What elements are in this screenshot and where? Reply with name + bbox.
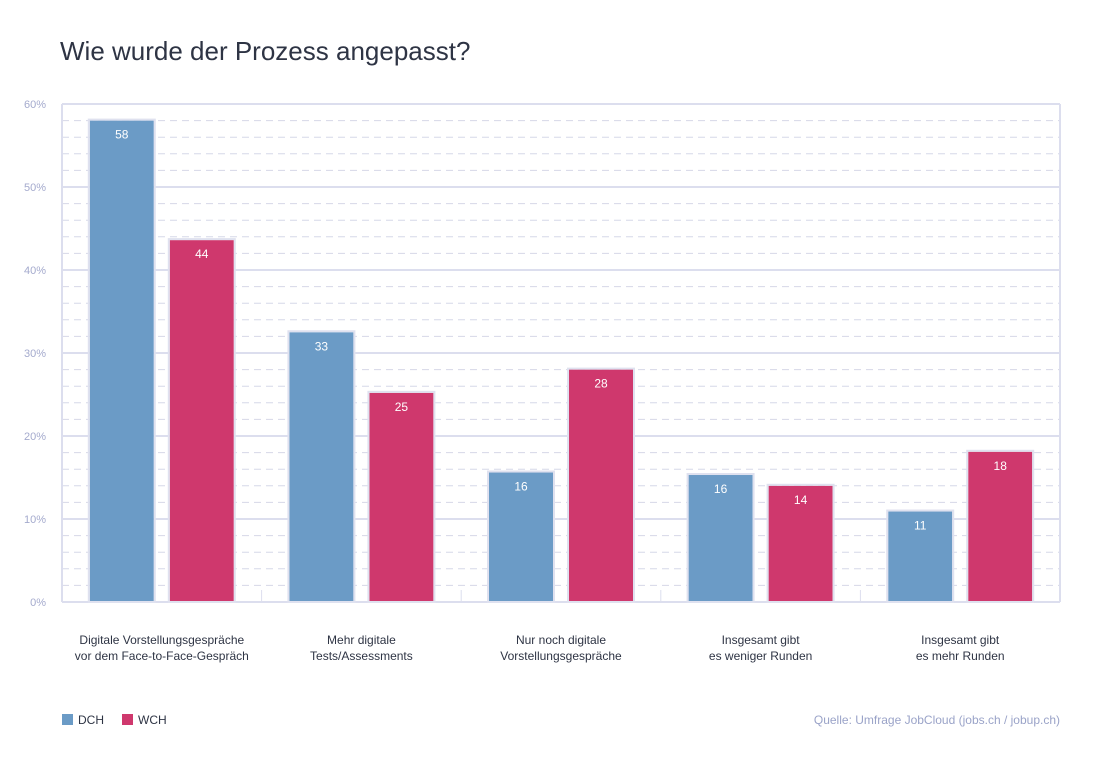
y-tick-label: 50% — [24, 182, 46, 194]
x-tick-label: Insgesamt gibt — [921, 633, 1000, 647]
x-tick-label: vor dem Face-to-Face-Gespräch — [75, 649, 249, 663]
bar-dch — [688, 475, 753, 602]
bar-dch — [888, 511, 953, 602]
y-tick-label: 40% — [24, 265, 46, 277]
data-label: 16 — [514, 480, 528, 494]
data-label: 58 — [115, 128, 129, 142]
bar-wch — [369, 392, 434, 602]
source-note: Quelle: Umfrage JobCloud (jobs.ch / jobu… — [814, 713, 1060, 727]
bar-dch — [489, 472, 553, 602]
bar-wch — [169, 240, 234, 602]
x-tick-label: Digitale Vorstellungsgespräche — [79, 633, 244, 647]
x-tick-label: Nur noch digitale — [516, 633, 606, 647]
chart-title: Wie wurde der Prozess angepasst? — [60, 36, 470, 66]
x-tick-label: es weniger Runden — [709, 649, 812, 663]
bar-wch — [768, 485, 833, 602]
grid-lines — [61, 103, 1061, 603]
bar-outline — [966, 449, 1035, 603]
legend-swatch-wch — [122, 714, 133, 725]
bar-outline — [686, 473, 755, 604]
bar-dch — [89, 120, 154, 602]
data-label: 14 — [794, 493, 808, 507]
bar-outline — [287, 330, 356, 603]
bar-outline — [87, 118, 156, 603]
legend-label-dch: DCH — [78, 713, 104, 727]
data-label: 16 — [714, 482, 728, 496]
y-tick-label: 10% — [24, 514, 46, 526]
legend-swatch-dch — [62, 714, 73, 725]
data-label: 25 — [395, 400, 409, 414]
bars: 58 44 33 25 16 28 16 14 11 18 — [87, 118, 1035, 604]
data-label: 11 — [914, 519, 927, 533]
bar-outline — [766, 483, 835, 603]
x-tick-label: Insgesamt gibt — [722, 633, 801, 647]
y-tick-label: 20% — [24, 431, 46, 443]
data-label: 33 — [315, 339, 329, 353]
legend: DCH WCH — [62, 713, 167, 727]
bar-outline — [567, 367, 635, 603]
y-axis: 0% 10% 20% 30% 40% 50% 60% — [24, 99, 46, 609]
x-axis: Digitale Vorstellungsgespräche vor dem Fa… — [75, 590, 1005, 663]
bar-wch — [968, 451, 1033, 602]
bar-outline — [487, 470, 555, 603]
bar-wch — [569, 369, 633, 602]
data-label: 44 — [195, 247, 209, 261]
bar-outline — [167, 238, 236, 603]
data-label: 28 — [594, 377, 608, 391]
bar-dch — [289, 332, 354, 602]
x-tick-label: Vorstellungsgespräche — [500, 649, 622, 663]
bar-outline — [367, 390, 436, 603]
x-tick-label: es mehr Runden — [916, 649, 1005, 663]
y-tick-label: 0% — [30, 597, 46, 609]
legend-label-wch: WCH — [138, 713, 167, 727]
bar-outline — [886, 509, 955, 603]
x-tick-label: Mehr digitale — [327, 633, 396, 647]
y-tick-label: 60% — [24, 99, 46, 111]
y-tick-label: 30% — [24, 348, 46, 360]
data-label: 18 — [994, 459, 1008, 473]
x-tick-label: Tests/Assessments — [310, 649, 413, 663]
